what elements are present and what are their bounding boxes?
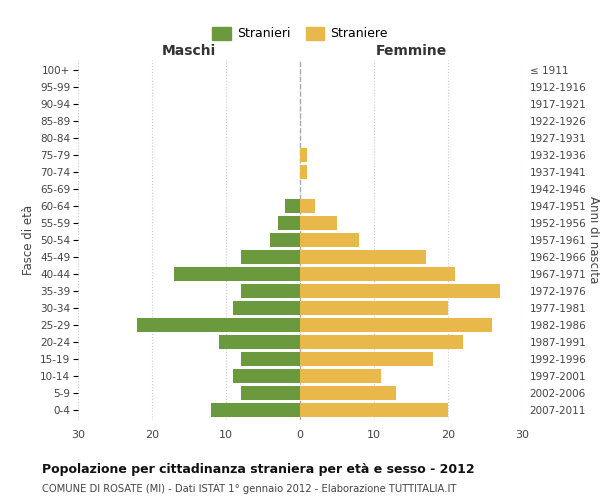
Bar — [218, 335, 300, 349]
Bar — [300, 250, 426, 264]
Bar — [174, 267, 300, 281]
Bar — [300, 301, 448, 315]
Bar — [300, 318, 493, 332]
Bar — [300, 199, 315, 213]
Text: Popolazione per cittadinanza straniera per età e sesso - 2012: Popolazione per cittadinanza straniera p… — [42, 462, 475, 475]
Legend: Stranieri, Straniere: Stranieri, Straniere — [208, 23, 392, 44]
Bar — [278, 216, 300, 230]
Bar — [300, 352, 433, 366]
Bar — [300, 165, 307, 179]
Bar — [271, 233, 300, 247]
Text: COMUNE DI ROSATE (MI) - Dati ISTAT 1° gennaio 2012 - Elaborazione TUTTITALIA.IT: COMUNE DI ROSATE (MI) - Dati ISTAT 1° ge… — [42, 484, 457, 494]
Bar — [241, 284, 300, 298]
Bar — [300, 216, 337, 230]
Text: Maschi: Maschi — [162, 44, 216, 59]
Bar — [300, 267, 455, 281]
Bar — [300, 335, 463, 349]
Bar — [233, 301, 300, 315]
Bar — [285, 199, 300, 213]
Bar — [241, 386, 300, 400]
Bar — [137, 318, 300, 332]
Bar — [300, 403, 448, 417]
Bar — [211, 403, 300, 417]
Bar — [300, 386, 396, 400]
Bar — [233, 369, 300, 383]
Bar — [241, 352, 300, 366]
Y-axis label: Anni di nascita: Anni di nascita — [587, 196, 600, 284]
Text: Femmine: Femmine — [376, 44, 446, 59]
Y-axis label: Fasce di età: Fasce di età — [22, 205, 35, 275]
Bar — [300, 233, 359, 247]
Bar — [300, 284, 500, 298]
Bar — [300, 369, 382, 383]
Bar — [300, 148, 307, 162]
Bar — [241, 250, 300, 264]
